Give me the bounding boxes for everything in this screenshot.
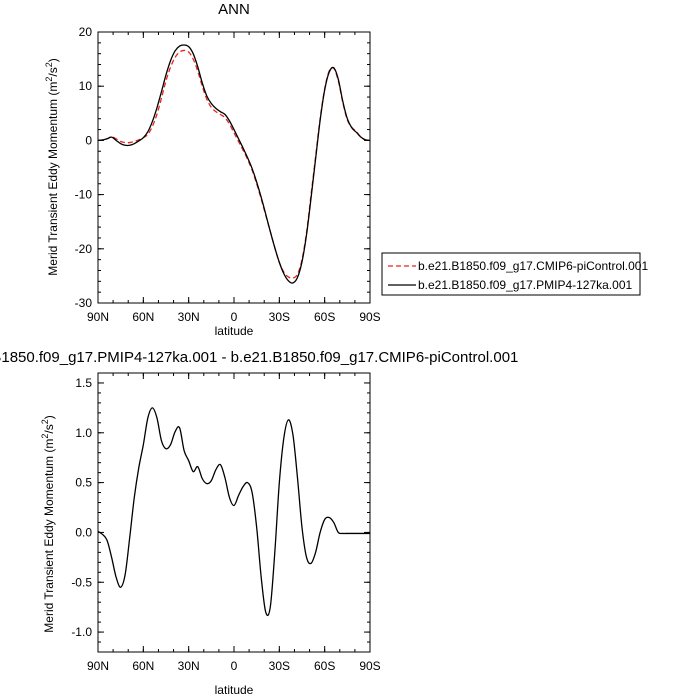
upper-series-line-0 — [97, 49, 371, 279]
legend-box — [381, 252, 641, 296]
lower-y-tick-label: 0.5 — [75, 476, 92, 490]
upper-series-group — [97, 44, 371, 284]
lower-x-tick-label: 0 — [231, 659, 238, 673]
upper-y-tick-label: -20 — [75, 242, 93, 256]
upper-y-tick-label: -30 — [75, 296, 93, 310]
upper-x-tick-label: 30N — [178, 310, 200, 324]
lower-y-tick-label: -1.0 — [71, 625, 92, 639]
upper-y-tick-label: -10 — [75, 188, 93, 202]
upper-series-line-1 — [97, 44, 371, 284]
upper-y-tick-label: 20 — [79, 25, 93, 39]
upper-x-tick-label: 90S — [359, 310, 380, 324]
lower-x-tick-label: 90S — [359, 659, 380, 673]
upper-y-axis-label: Merid Transient Eddy Momentum (m2/s2) — [44, 58, 60, 275]
legend: b.e21.B1850.f09_g17.CMIP6-piControl.001 … — [381, 252, 648, 296]
upper-x-tick-label: 0 — [231, 310, 238, 324]
upper-x-tick-label: 90N — [87, 310, 109, 324]
legend-label-control: b.e21.B1850.f09_g17.CMIP6-piControl.001 — [418, 259, 648, 273]
upper-y-tick-label: 0 — [85, 133, 92, 147]
lower-y-tick-label: 0.0 — [75, 525, 92, 539]
lower-x-axis-label: latitude — [215, 683, 254, 697]
lower-x-tick-label: 60S — [314, 659, 335, 673]
lower-series-group — [97, 407, 370, 617]
lower-y-axis-label: Merid Transient Eddy Momentum (m2/s2) — [40, 415, 56, 632]
lower-line-chart: b.e21.B1850.f09_g17.PMIP4-127ka.001 - b.… — [0, 349, 518, 697]
lower-y-axis-label-text: Merid Transient Eddy Momentum (m — [42, 439, 56, 633]
lower-x-tick-label: 30S — [269, 659, 290, 673]
lower-series-line-0 — [97, 407, 370, 617]
upper-x-tick-label: 60S — [314, 310, 335, 324]
lower-x-tick-label: 90N — [87, 659, 109, 673]
upper-x-tick-label: 30S — [269, 310, 290, 324]
upper-x-tick-label: 60N — [132, 310, 154, 324]
lower-x-tick-label: 60N — [132, 659, 154, 673]
lower-y-tick-label: 1.5 — [75, 376, 92, 390]
upper-y-axis-label-text: Merid Transient Eddy Momentum (m — [46, 82, 60, 276]
upper-line-chart: ANN 90N 60N 30N 0 30S 60S 90S 20 10 0 -10 -20 -30 la… — [44, 1, 648, 338]
upper-x-axis-label: latitude — [215, 324, 254, 338]
upper-y-tick-label: 10 — [79, 79, 93, 93]
lower-y-tick-label: 1.0 — [75, 426, 92, 440]
upper-chart-title: ANN — [218, 1, 250, 18]
lower-chart-title: b.e21.B1850.f09_g17.PMIP4-127ka.001 - b.… — [0, 349, 518, 366]
lower-plot-frame — [97, 372, 371, 653]
legend-label-127ka: b.e21.B1850.f09_g17.PMIP4-127ka.001 — [418, 278, 632, 292]
lower-y-tick-label: -0.5 — [71, 575, 92, 589]
lower-x-tick-label: 30N — [178, 659, 200, 673]
